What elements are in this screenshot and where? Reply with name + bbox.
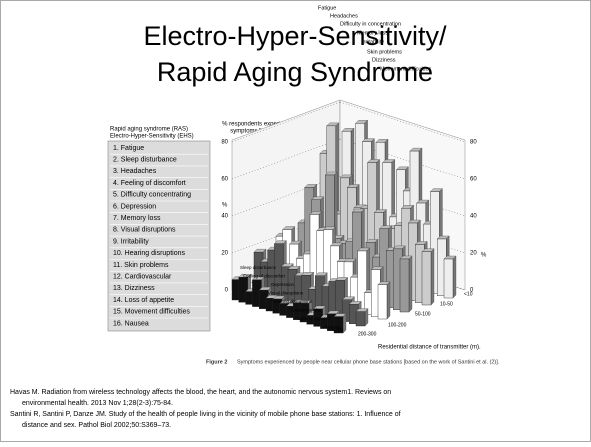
- back-label: Skin problems: [367, 49, 402, 55]
- side-label: Loss of appetite: [298, 316, 330, 321]
- bar: [355, 311, 366, 327]
- symptom-item: 1. Fatigue: [113, 145, 144, 152]
- symptom-item: 7. Memory loss: [113, 215, 161, 222]
- side-label: Visual disruptions: [268, 291, 304, 296]
- back-label: Memory loss: [357, 30, 388, 36]
- tick-label: 20: [470, 251, 477, 257]
- tick-label: 80: [470, 140, 477, 146]
- symptom-item: 4. Feeling of discomfort: [113, 180, 186, 187]
- reference: Santini R, Santini P, Danze JM. Study of…: [10, 411, 401, 418]
- back-label: Dizziness: [372, 57, 396, 63]
- bar: [443, 258, 454, 299]
- tick-label: 0: [470, 288, 474, 294]
- distance-label: 100-200: [388, 322, 407, 328]
- title: Electro-Hyper-Sensitivity/: [143, 21, 447, 51]
- grid-line: [231, 101, 341, 143]
- symptom-item: 15. Movement difficulties: [113, 309, 190, 316]
- symptom-item: 13. Dizziness: [113, 285, 155, 292]
- bar: [333, 316, 344, 334]
- bar-side: [452, 255, 457, 299]
- bar: [421, 251, 432, 306]
- bar-side: [430, 248, 435, 306]
- y-title: % respondents experiencing: [222, 122, 298, 128]
- bar: [299, 303, 310, 323]
- caption-label: Figure 2: [206, 359, 227, 365]
- tick-label: 80: [221, 140, 228, 146]
- bar-side: [364, 308, 369, 327]
- tick-label: 40: [470, 214, 477, 220]
- reference: environmental health. 2013 Nov 1;28(2-3)…: [22, 400, 173, 407]
- distance-label: <10: [464, 291, 473, 297]
- bar-side: [408, 255, 413, 313]
- y-unit: %: [481, 253, 487, 259]
- symptom-item: 8. Visual disruptions: [113, 227, 176, 234]
- side-label: Cardiovascular: [291, 308, 322, 313]
- tick-label: 0: [225, 288, 229, 294]
- bar-side: [386, 281, 391, 320]
- distance-label: 200-300: [358, 331, 377, 337]
- symptom-item: 12. Cardiovascular: [113, 274, 172, 281]
- tick-label: 20: [221, 251, 228, 257]
- box-header: Electro-Hyper-Sensitivity (EHS): [110, 134, 194, 140]
- title: Rapid Aging Syndrome: [157, 57, 433, 87]
- side-label: Depression: [271, 282, 294, 287]
- reference: Havas M. Radiation from wireless technol…: [10, 389, 391, 396]
- grid-line: [231, 138, 341, 180]
- tick-label: 40: [221, 214, 228, 220]
- symptom-item: 10. Hearing disruptions: [113, 250, 185, 257]
- distance-label: >300: [332, 327, 343, 333]
- distance-label: 50-100: [415, 311, 431, 317]
- y-unit: %: [222, 203, 228, 209]
- back-label: Irritability: [362, 39, 384, 45]
- x-title: Residential distance of transmitter (m).: [378, 345, 481, 351]
- back-label: Fatigue: [318, 5, 336, 11]
- tick-label: 60: [221, 177, 228, 183]
- box-header: Rapid aging syndrome (RAS): [110, 127, 188, 133]
- side-label: Feeling of discomfort: [243, 274, 286, 279]
- symptom-item: 5. Difficulty concentrating: [113, 192, 191, 199]
- back-label: Headaches: [330, 13, 358, 19]
- back-label: Difficulty in concentration: [340, 21, 401, 27]
- side-label: Sleep disturbance: [240, 265, 277, 270]
- bar-side: [342, 313, 347, 334]
- tick-label: 60: [470, 177, 477, 183]
- symptom-item: 16. Nausea: [113, 320, 149, 327]
- symptom-item: 3. Headaches: [113, 168, 157, 175]
- symptom-item: 9. Irritability: [113, 238, 149, 245]
- bar: [399, 258, 410, 313]
- side-label: Hearing disruptions: [273, 299, 313, 304]
- side-label: Nauses: [324, 325, 340, 330]
- symptom-item: 6. Depression: [113, 203, 156, 210]
- symptom-item: 2. Sleep disturbance: [113, 157, 177, 164]
- symptom-item: 11. Skin problems: [113, 262, 169, 269]
- reference: distance and sex. Pathol Biol 2002;50:S3…: [22, 422, 171, 429]
- symptom-item: 14. Loss of appetite: [113, 297, 174, 304]
- grid-line: [339, 101, 466, 143]
- back-label: Movement difficulties: [380, 66, 432, 72]
- bar: [377, 284, 388, 320]
- grid-line: [231, 175, 341, 217]
- caption: Symptoms experienced by people near cell…: [237, 359, 500, 365]
- distance-label: 10-50: [440, 301, 453, 307]
